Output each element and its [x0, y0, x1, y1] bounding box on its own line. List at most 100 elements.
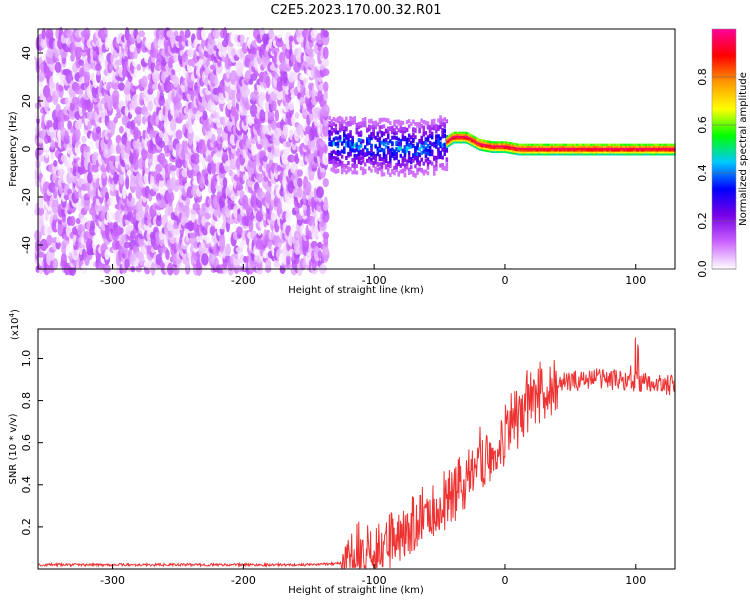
spectrogram-cell — [482, 149, 485, 152]
spectrogram-cell — [526, 143, 529, 146]
spectrogram-cell — [215, 150, 223, 158]
spectrogram-cell — [664, 147, 667, 150]
spectrogram-cell — [418, 162, 421, 167]
spectrogram-cell — [338, 138, 342, 143]
spectrogram-cell — [474, 140, 477, 143]
spectrogram-cell — [414, 153, 417, 158]
spectrogram-cell — [323, 196, 328, 208]
spectrogram-cell — [573, 143, 576, 146]
spectrogram-cell — [620, 147, 623, 150]
spectrogram-cell — [499, 147, 502, 150]
spectrogram-cell — [614, 151, 617, 154]
spectrogram-cell — [125, 175, 130, 190]
spectrogram-cell — [343, 167, 346, 172]
spectrogram-cell — [118, 126, 124, 134]
spectrogram-cell — [445, 158, 449, 163]
spectrogram-cell — [609, 145, 612, 148]
spectrogram-cell — [414, 156, 417, 161]
spectrogram-cell — [579, 153, 582, 156]
spectrogram-cell — [614, 153, 617, 156]
spectrogram-cell — [468, 134, 471, 138]
spectrogram-cell — [416, 155, 419, 160]
spectrogram-cell — [368, 151, 371, 156]
spectrogram-cell — [345, 127, 348, 132]
spectrogram-cell — [636, 153, 639, 156]
spectrogram-cell — [380, 162, 384, 167]
spectrogram-cell — [662, 153, 665, 156]
spectrogram-cell — [424, 140, 428, 145]
spectrogram-cell — [455, 133, 458, 136]
spectrogram-cell — [490, 150, 493, 153]
spectrogram-cell — [504, 148, 507, 152]
spectrogram-cell — [485, 147, 488, 150]
spectrogram-cell — [670, 145, 673, 148]
spectrogram-cell — [355, 123, 359, 128]
spectrogram-cell — [544, 143, 547, 146]
spectrogram-cell — [409, 135, 413, 140]
spectrogram-cell — [357, 122, 361, 127]
spectrogram-cell — [541, 145, 544, 148]
spectrogram-cell — [403, 146, 407, 151]
spectrogram-cell — [512, 150, 515, 153]
spectrogram-cell — [656, 145, 659, 148]
spectrogram-cell — [479, 146, 482, 149]
spectrogram-cell — [549, 153, 552, 156]
spectrogram-cell — [185, 197, 191, 207]
spectrogram-cell — [405, 161, 409, 166]
spectrogram-cell — [305, 181, 312, 194]
spectrogram-cell — [361, 123, 365, 128]
spectrogram-cell — [488, 150, 491, 153]
spectrogram-cell — [246, 213, 251, 220]
spectrogram-cell — [52, 258, 59, 271]
spectrogram-cell — [504, 143, 507, 146]
spectrogram-cell — [651, 147, 654, 150]
spectrogram-cell — [231, 94, 236, 108]
spectrogram-cell — [632, 143, 635, 146]
spectrogram-cell — [424, 147, 428, 152]
spectrogram-cell — [662, 151, 665, 154]
spectrogram-cell — [571, 151, 574, 154]
spectrogram-cell — [640, 151, 643, 154]
spectrogram-cell — [474, 136, 477, 139]
spectrogram-cell — [420, 150, 423, 155]
spectrogram-cell — [407, 124, 411, 129]
spectrogram-cell — [449, 139, 452, 143]
spectrogram-cell — [554, 143, 557, 146]
spectrogram-cell — [351, 120, 354, 125]
spectrogram-cell — [483, 141, 486, 144]
spectrogram-cell — [475, 146, 478, 150]
spectrogram-cell — [523, 149, 526, 152]
spectrogram-cell — [439, 144, 442, 149]
spectrogram-cell — [179, 30, 185, 38]
spectrogram-cell — [211, 39, 216, 48]
spectrogram-cell — [552, 149, 555, 152]
spectrogram-cell — [587, 149, 590, 152]
spectrogram-cell — [479, 138, 482, 142]
spectrogram-cell — [357, 132, 361, 137]
spectrogram-cell — [113, 116, 118, 124]
spectrogram-cell — [424, 150, 428, 155]
spectrogram-cell — [535, 149, 538, 152]
spectrogram-cell — [447, 141, 450, 144]
spectrogram-cell — [508, 142, 511, 145]
spectrogram-cell — [472, 141, 475, 144]
spectrogram-cell — [53, 159, 58, 167]
spectrogram-cell — [332, 128, 336, 133]
spectrogram-cell — [83, 70, 91, 84]
spectrogram-cell — [412, 119, 415, 124]
spectrogram-cell — [416, 157, 419, 162]
spectrogram-cell — [420, 168, 423, 173]
spectrogram-cell — [463, 131, 466, 134]
spectrogram-cell — [54, 61, 62, 74]
spectrogram-cell — [414, 121, 417, 126]
spectrogram-cell — [38, 194, 44, 209]
spectrogram-cell — [239, 34, 245, 43]
spectrogram-cell — [167, 81, 174, 92]
spectrogram-cell — [543, 147, 546, 150]
spectrogram-cell — [409, 144, 413, 149]
spectrogram-cell — [340, 119, 344, 124]
spectrogram-cell — [617, 143, 620, 146]
spectrogram-cell — [409, 170, 413, 175]
spectrogram-cell — [345, 155, 348, 160]
snr-multiplier-suffix: ) — [10, 309, 21, 313]
